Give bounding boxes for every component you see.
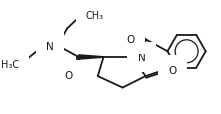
Text: O: O <box>65 71 73 80</box>
Polygon shape <box>79 55 103 60</box>
Text: N: N <box>138 53 146 62</box>
Text: O: O <box>168 66 177 76</box>
Text: O: O <box>126 35 134 45</box>
Text: N: N <box>46 41 54 51</box>
Text: CH₃: CH₃ <box>85 11 103 21</box>
Text: H₃C: H₃C <box>1 59 19 69</box>
